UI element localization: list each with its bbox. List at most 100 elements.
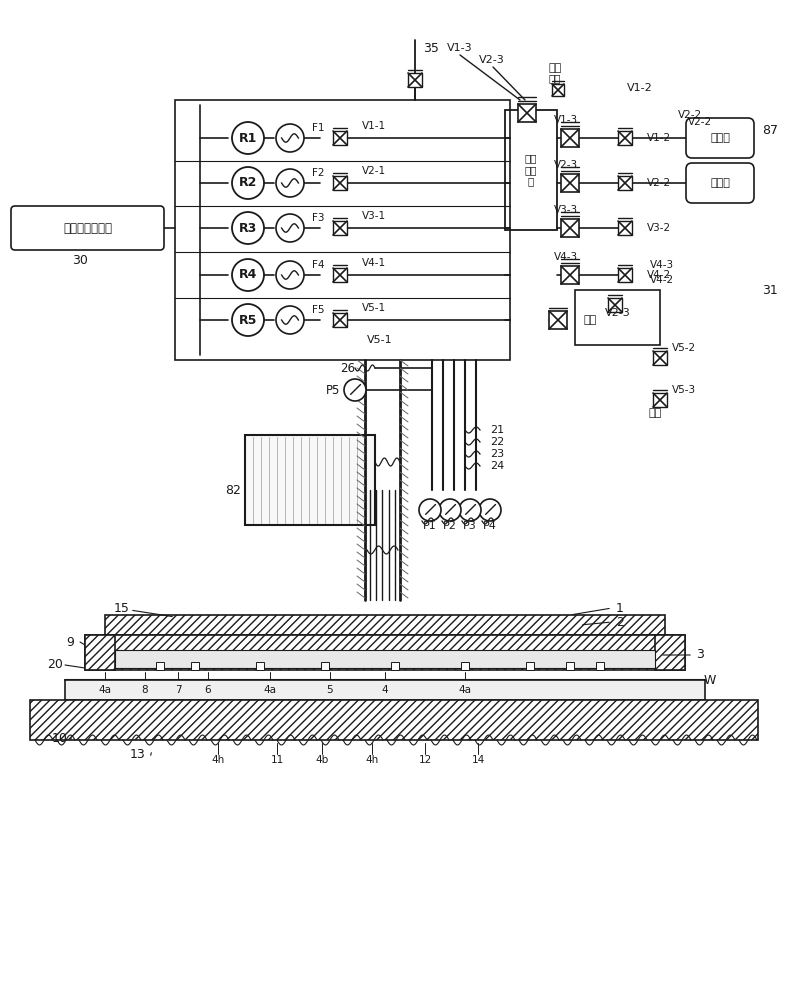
Text: V5-3: V5-3 — [672, 385, 696, 395]
Text: 30: 30 — [72, 253, 88, 266]
Bar — [333, 131, 347, 145]
Text: R2: R2 — [239, 176, 257, 190]
Text: R3: R3 — [239, 222, 257, 234]
Bar — [333, 313, 347, 327]
Text: V1-3: V1-3 — [554, 115, 578, 125]
Circle shape — [232, 167, 264, 199]
Text: V3-3: V3-3 — [554, 205, 578, 215]
Bar — [505, 110, 557, 230]
Bar — [156, 662, 164, 670]
Text: 大气: 大气 — [548, 73, 561, 83]
Bar — [561, 174, 579, 192]
Text: 3: 3 — [696, 648, 704, 662]
Text: V2-2: V2-2 — [688, 117, 712, 127]
Text: 2: 2 — [616, 615, 624, 629]
Text: R1: R1 — [239, 131, 257, 144]
Text: 12: 12 — [418, 755, 432, 765]
Bar — [391, 662, 399, 670]
Bar — [175, 100, 510, 360]
Text: 10: 10 — [52, 732, 68, 744]
Text: 4a: 4a — [263, 685, 277, 695]
Text: 14: 14 — [471, 755, 485, 765]
Text: 4a: 4a — [459, 685, 471, 695]
Text: 真空源: 真空源 — [710, 133, 730, 143]
Text: 5: 5 — [327, 685, 333, 695]
Text: V5-1: V5-1 — [367, 335, 392, 345]
Text: 4a: 4a — [98, 685, 111, 695]
Circle shape — [276, 306, 304, 334]
FancyBboxPatch shape — [686, 163, 754, 203]
Bar — [333, 268, 347, 282]
Bar — [618, 221, 632, 235]
Text: V2-3: V2-3 — [604, 308, 630, 318]
Circle shape — [276, 124, 304, 152]
Bar — [333, 176, 347, 190]
Bar — [618, 131, 632, 145]
Text: P1: P1 — [423, 521, 437, 531]
Bar — [245, 435, 375, 525]
Text: 气水
分离
槽: 气水 分离 槽 — [525, 153, 537, 187]
Text: R5: R5 — [239, 314, 257, 326]
Text: 15: 15 — [114, 601, 130, 614]
Text: V2-3: V2-3 — [479, 55, 505, 65]
Text: 82: 82 — [225, 484, 241, 496]
Circle shape — [232, 259, 264, 291]
Text: 1: 1 — [616, 601, 624, 614]
Text: 24: 24 — [490, 461, 504, 471]
Bar — [526, 662, 534, 670]
Text: V2-3: V2-3 — [554, 160, 578, 170]
Text: V3-2: V3-2 — [647, 223, 671, 233]
Text: 大气: 大气 — [548, 63, 562, 73]
Bar — [408, 73, 422, 87]
Bar — [653, 351, 667, 365]
Text: V4-2: V4-2 — [650, 275, 674, 285]
Circle shape — [232, 304, 264, 336]
Bar — [552, 84, 564, 96]
FancyBboxPatch shape — [686, 118, 754, 158]
Bar — [575, 290, 660, 345]
Text: 21: 21 — [490, 425, 504, 435]
Text: V5-1: V5-1 — [362, 303, 386, 313]
Text: 4b: 4b — [315, 755, 329, 765]
Text: 35: 35 — [423, 41, 439, 54]
Text: V2-2: V2-2 — [678, 110, 702, 120]
Text: V4-3: V4-3 — [650, 260, 674, 270]
Text: 4: 4 — [381, 685, 388, 695]
Bar — [596, 662, 604, 670]
Bar — [561, 266, 579, 284]
Bar — [333, 221, 347, 235]
Text: 6: 6 — [205, 685, 211, 695]
Text: V1-2: V1-2 — [627, 83, 653, 93]
Text: 11: 11 — [270, 755, 284, 765]
Text: 23: 23 — [490, 449, 504, 459]
Text: P2: P2 — [443, 521, 457, 531]
Bar — [653, 393, 667, 407]
Bar — [608, 298, 622, 312]
Text: 加压气体供给源: 加压气体供给源 — [63, 222, 112, 234]
Circle shape — [479, 499, 501, 521]
Bar — [549, 311, 567, 329]
Bar — [518, 104, 536, 122]
Text: 22: 22 — [490, 437, 504, 447]
Circle shape — [459, 499, 481, 521]
Text: V2-2: V2-2 — [647, 178, 671, 188]
Bar — [115, 650, 655, 668]
Circle shape — [232, 212, 264, 244]
Text: F3: F3 — [312, 213, 325, 223]
Text: V3-1: V3-1 — [362, 211, 386, 221]
Text: F1: F1 — [312, 123, 325, 133]
Circle shape — [344, 379, 366, 401]
Text: V5-2: V5-2 — [672, 343, 696, 353]
Bar — [461, 662, 469, 670]
Text: P4: P4 — [483, 521, 497, 531]
Text: V1-1: V1-1 — [362, 121, 386, 131]
Text: V1-2: V1-2 — [647, 133, 671, 143]
Text: 大气: 大气 — [649, 408, 662, 418]
Bar — [618, 268, 632, 282]
Text: V4-1: V4-1 — [362, 258, 386, 268]
Text: 大气: 大气 — [583, 315, 597, 325]
Text: 9: 9 — [66, 636, 74, 648]
Text: 13: 13 — [130, 748, 146, 762]
Text: 31: 31 — [762, 284, 778, 296]
Text: 4h: 4h — [366, 755, 378, 765]
